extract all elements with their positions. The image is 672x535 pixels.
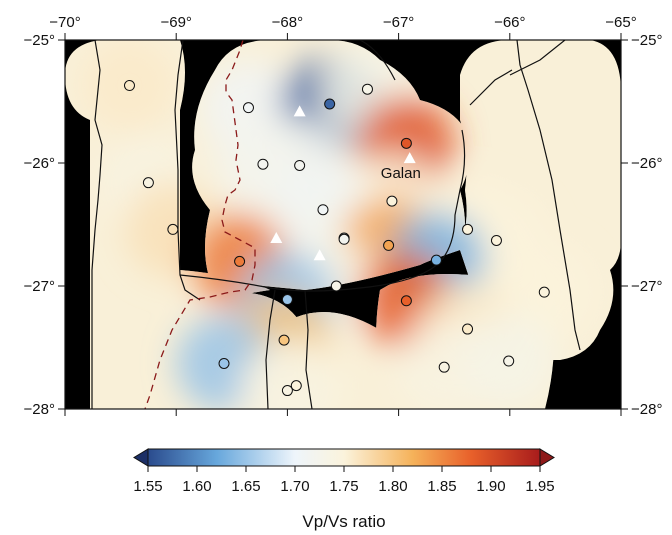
station-marker — [142, 177, 154, 189]
station-marker — [324, 98, 336, 110]
place-label-galan: Galan — [381, 165, 421, 182]
lon-tick-label: −70° — [49, 14, 80, 31]
colorbar-low-extension — [133, 448, 149, 467]
lon-tick-label: −69° — [160, 14, 191, 31]
station-marker — [386, 195, 398, 207]
lat-tick-label-right: −27° — [631, 278, 662, 295]
colorbar-gradient — [147, 448, 541, 467]
station-marker — [281, 294, 293, 306]
station-marker — [317, 204, 329, 216]
station-marker — [234, 255, 246, 267]
colorbar-tick-label: 1.85 — [427, 478, 456, 495]
colorbar-tick-label: 1.55 — [133, 478, 162, 495]
border-line — [265, 289, 276, 409]
international-border — [144, 40, 256, 409]
border-line — [91, 40, 103, 409]
station-markers — [123, 80, 550, 397]
station-marker — [330, 280, 342, 292]
volcano-icon — [270, 232, 283, 244]
colorbar-tick-label: 1.60 — [182, 478, 211, 495]
station-marker — [281, 385, 293, 397]
volcano-icon — [403, 152, 416, 164]
lat-tick-label-left: −27° — [24, 278, 55, 295]
station-marker — [294, 159, 306, 171]
colorbar-high-extension — [539, 448, 555, 467]
lon-tick-label: −65° — [605, 14, 636, 31]
border-line — [509, 40, 566, 76]
station-marker — [383, 239, 395, 251]
colorbar-title: Vp/Vs ratio — [302, 512, 385, 531]
map-frame-border — [64, 39, 622, 410]
axis-ticks: −70° −69° −68° −67° −66° −65°−25° −25°−26° −26°… — [24, 14, 663, 418]
colorbar-ticks: 1.55 1.60 1.65 1.70 1.75 1.80 1.85 1.90 1.95 — [133, 466, 555, 495]
station-marker — [167, 223, 179, 235]
station-marker — [338, 233, 350, 245]
lat-tick-label-left: −28° — [24, 401, 55, 418]
border-line — [304, 289, 313, 409]
station-marker — [400, 295, 412, 307]
station-marker — [242, 102, 254, 114]
border-line — [469, 69, 513, 106]
lat-tick-label-right: −26° — [631, 155, 662, 172]
station-marker — [538, 286, 550, 298]
colorbar-tick-label: 1.65 — [231, 478, 260, 495]
lat-tick-label-left: −26° — [24, 155, 55, 172]
station-marker — [123, 80, 135, 92]
station-marker — [278, 334, 290, 346]
colorbar-tick-label: 1.80 — [378, 478, 407, 495]
station-marker — [257, 158, 269, 170]
station-marker — [430, 254, 442, 266]
station-marker — [290, 380, 302, 392]
province-borders — [91, 40, 581, 409]
volcano-icon — [293, 105, 306, 117]
lat-tick-label-right: −28° — [631, 401, 662, 418]
station-marker — [400, 137, 412, 149]
volcano-markers — [270, 105, 416, 261]
lon-tick-label: −66° — [494, 14, 525, 31]
station-marker — [503, 355, 515, 367]
colorbar-tick-label: 1.75 — [329, 478, 358, 495]
border-line — [179, 129, 466, 292]
volcano-icon — [313, 249, 326, 261]
station-marker — [218, 357, 230, 369]
lat-tick-label-left: −25° — [24, 32, 55, 49]
lon-tick-label: −67° — [383, 14, 414, 31]
colorbar-tick-label: 1.95 — [525, 478, 554, 495]
station-marker — [361, 83, 373, 95]
colorbar-tick-label: 1.70 — [280, 478, 309, 495]
border-line — [516, 40, 581, 351]
station-marker — [438, 361, 450, 373]
colorbar: 1.55 1.60 1.65 1.70 1.75 1.80 1.85 1.90 1.95 Vp/… — [133, 448, 555, 531]
station-marker — [462, 323, 474, 335]
lat-tick-label-right: −25° — [631, 32, 662, 49]
border-line — [174, 40, 201, 301]
border-line — [359, 40, 396, 81]
colorbar-tick-label: 1.90 — [476, 478, 505, 495]
station-marker — [490, 234, 502, 246]
lon-tick-label: −68° — [272, 14, 303, 31]
station-marker — [462, 223, 474, 235]
